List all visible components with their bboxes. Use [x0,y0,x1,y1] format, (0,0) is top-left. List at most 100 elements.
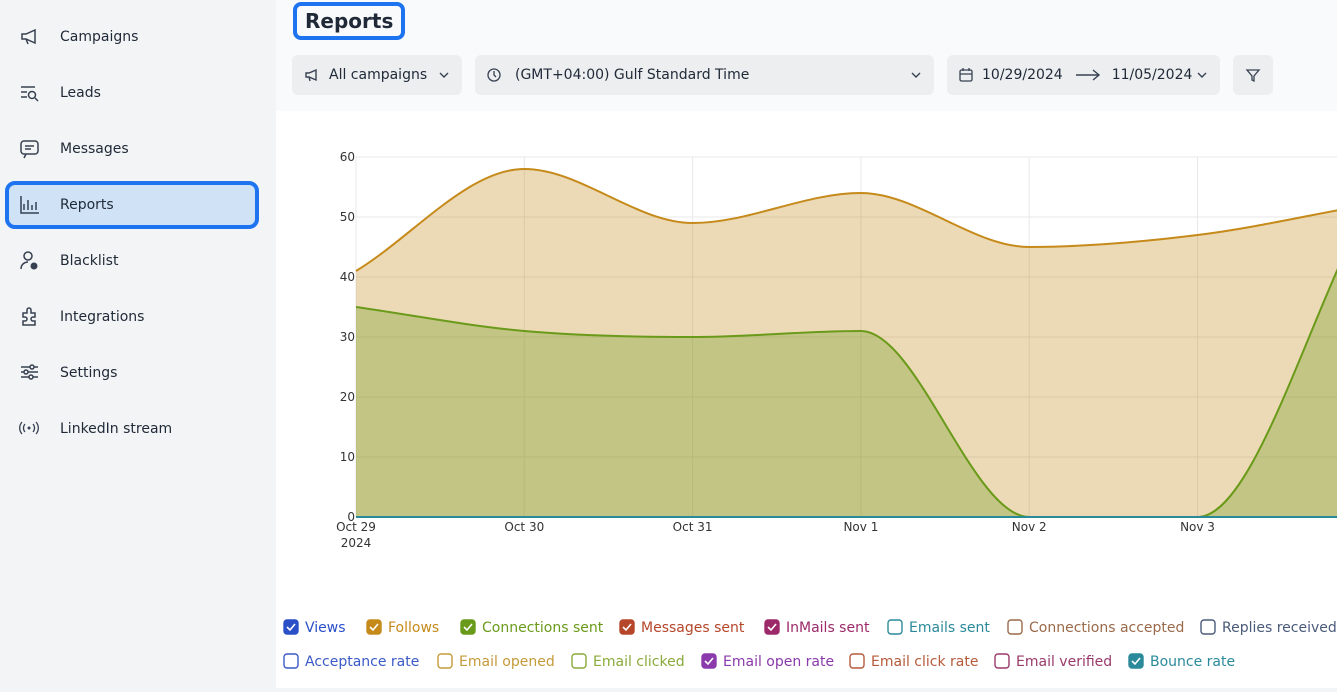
legend-checkbox [994,653,1010,669]
legend-item[interactable]: Views [283,619,346,636]
area-fill [356,169,1337,517]
legend-item[interactable]: Email open rate [701,653,834,670]
legend-checkbox [1200,619,1216,635]
filter-button[interactable] [1233,55,1273,95]
legend-item[interactable]: Bounce rate [1128,653,1235,670]
y-tick-label: 0 [347,510,355,524]
nav-item[interactable]: LinkedIn stream [5,405,259,453]
x-tick-label: Nov 1 [843,520,878,534]
nav-icon [20,140,39,159]
date-range[interactable]: 10/29/2024 11/05/2024 [947,55,1220,95]
legend-label: Email opened [459,654,555,670]
y-tick-label: 30 [340,330,355,344]
legend-label: Views [305,620,346,636]
legend-item[interactable]: Connections sent [460,619,604,636]
y-tick-label: 50 [340,210,355,224]
chart-panel: 0 10 20 30 40 50 60 Oct 29 Oct 30 Oct 31 Nov 1 Nov … [276,111,1337,688]
nav-label: Blacklist [60,253,119,269]
legend-label: Follows [388,620,439,636]
legend-label: Emails sent [909,620,990,636]
legend-checkbox [849,653,865,669]
y-tick-label: 60 [340,150,355,164]
nav-icon [21,86,39,102]
legend-checkbox [437,653,453,669]
legend-item[interactable]: Replies received [1200,619,1337,636]
checkmark [1131,657,1141,666]
series-line [355,167,1337,272]
nav-item[interactable]: Integrations [5,293,259,341]
x-year-label: 2024 [341,536,372,550]
nav-item[interactable]: Settings [5,349,259,397]
chevron [1197,72,1207,78]
legend-label: Acceptance rate [305,654,419,670]
legend-label: Email clicked [593,654,685,670]
nav-label: Integrations [60,309,145,325]
legend-checkbox [283,653,299,669]
legend-item[interactable]: Email click rate [849,653,978,670]
checkmark [463,623,473,632]
campaign-label: All campaigns [329,67,428,83]
x-tick-label: Oct 29 [336,520,376,534]
x-tick-label: Nov 3 [1180,520,1215,534]
legend-checkbox [701,653,717,669]
legend-item[interactable]: InMails sent [764,619,870,636]
legend-item[interactable]: Connections accepted [1007,619,1184,636]
sidebar: Campaigns Leads Messages Reports Blacklist In… [0,0,276,688]
legend-label: Email click rate [871,654,978,670]
x-tick-label: Oct 30 [504,520,544,534]
legend-label: InMails sent [786,620,870,636]
x-tick-label: Nov 2 [1012,520,1047,534]
legend-item[interactable]: Messages sent [619,619,745,636]
legend-item[interactable]: Follows [366,619,439,636]
legend-checkbox [460,619,476,635]
icon [959,68,973,82]
legend-checkbox [283,619,299,635]
legend-label: Connections sent [482,620,604,636]
date-from: 10/29/2024 [982,67,1063,83]
legend-label: Messages sent [641,620,745,636]
nav-item[interactable]: Messages [5,125,259,173]
legend-label: Email verified [1016,654,1112,670]
legend-item[interactable]: Email opened [437,653,555,670]
checkmark [369,623,379,632]
nav-item[interactable]: Reports [5,181,259,229]
checkmark [767,623,777,632]
campaign-select[interactable]: All campaigns [292,55,462,95]
legend-checkbox [887,619,903,635]
nav-icon [20,196,39,214]
nav-icon [22,307,36,326]
nav-icon [19,421,39,435]
nav-label: Messages [60,141,129,157]
legend-item[interactable]: Emails sent [887,619,990,636]
nav-item[interactable]: Blacklist [5,237,259,285]
checkmark [286,623,296,632]
arrow [1075,69,1100,81]
timezone-select[interactable]: (GMT+04:00) Gulf Standard Time [475,55,934,95]
nav-item[interactable]: Campaigns [5,13,259,61]
main: Reports All campaigns (GMT+04:00) Gulf S… [276,0,1337,688]
nav-label: Settings [60,365,118,381]
chart: 0 10 20 30 40 50 60 Oct 29 Oct 30 Oct 31 Nov 1 Nov … [283,150,1337,670]
chevron [439,72,449,78]
nav-label: Leads [60,85,101,101]
y-tick-label: 20 [340,390,355,404]
legend-checkbox [764,619,780,635]
legend-checkbox [1128,653,1144,669]
series-line [355,268,1337,518]
y-tick-label: 40 [340,270,355,284]
checkmark [622,623,632,632]
legend-label: Email open rate [723,654,834,670]
nav-item[interactable]: Leads [5,69,259,117]
legend-item[interactable]: Acceptance rate [283,653,419,670]
legend-checkbox [1007,619,1023,635]
legend-label: Replies received [1222,620,1337,636]
nav-icon [20,251,38,270]
legend-label: Bounce rate [1150,654,1235,670]
legend-item[interactable]: Email clicked [571,653,685,670]
icon [487,68,501,82]
legend-item[interactable]: Email verified [994,653,1112,670]
timezone-label: (GMT+04:00) Gulf Standard Time [515,67,750,83]
chevron [911,72,921,78]
icon [305,68,317,82]
